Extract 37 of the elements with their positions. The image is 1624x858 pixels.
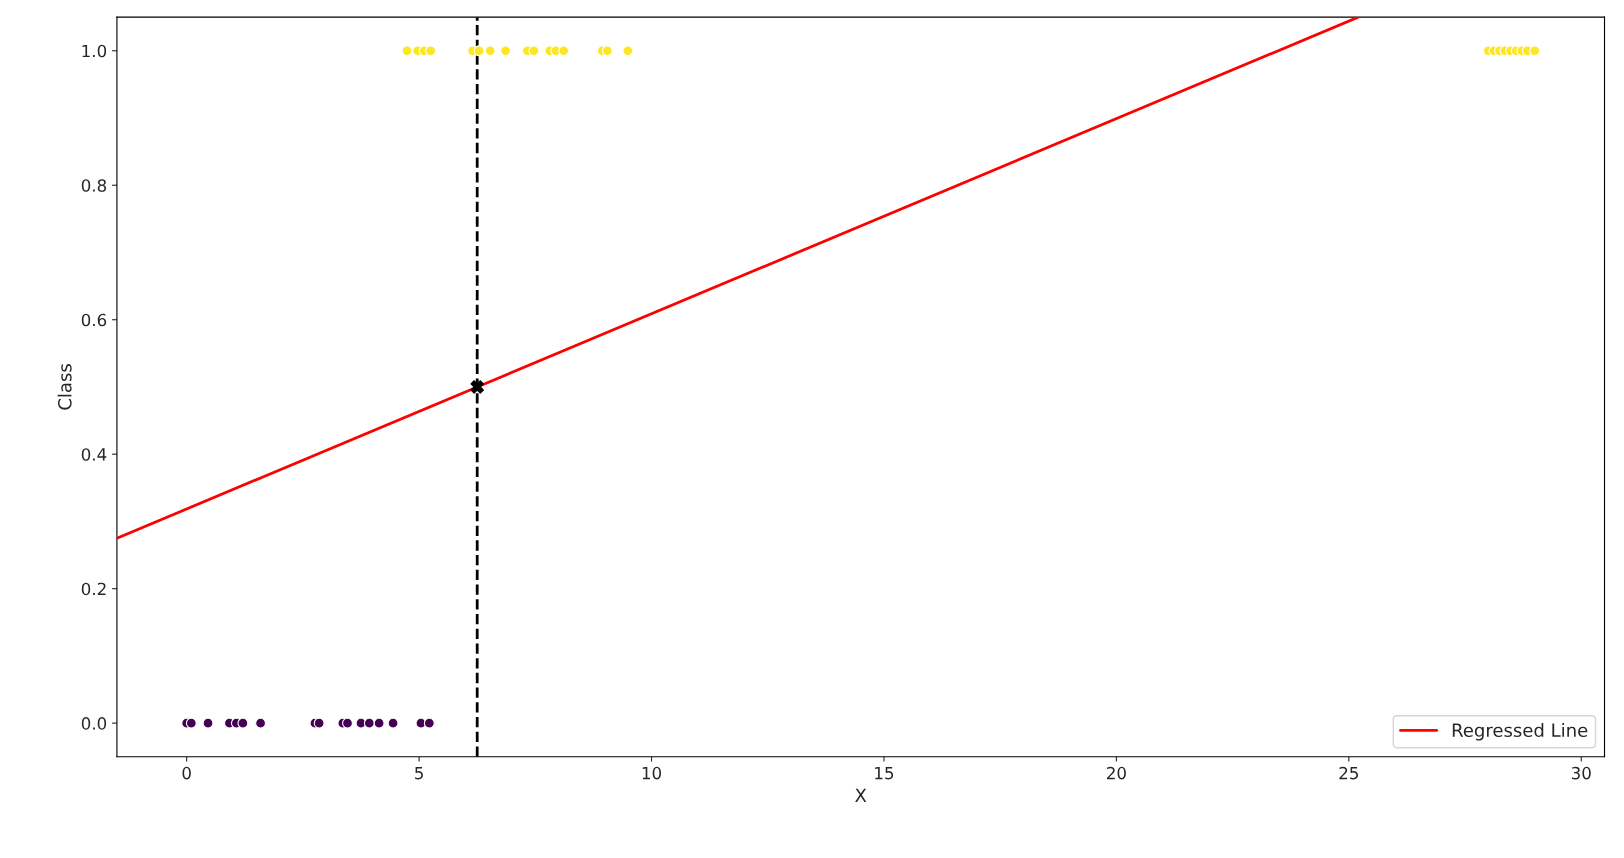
point (363, 717, 375, 729)
point (500, 45, 512, 57)
x-tick-label: 15 (875, 766, 894, 780)
point (473, 45, 485, 57)
point (601, 45, 613, 57)
point (373, 717, 385, 729)
point (1529, 45, 1541, 57)
point (484, 45, 496, 57)
point (622, 45, 634, 57)
x-axis-title: X (855, 788, 867, 802)
y-tick-label: 0.8 (81, 179, 107, 192)
point (202, 717, 214, 729)
y-axis-title: Class (57, 364, 72, 410)
x-tick-label: 25 (1339, 766, 1358, 780)
point (423, 717, 435, 729)
point (185, 717, 197, 729)
point (313, 717, 325, 729)
point (387, 717, 399, 729)
point (401, 45, 413, 57)
x-tick-label: 10 (642, 766, 662, 780)
y-tick-label: 0.0 (81, 717, 107, 730)
y-tick-label: 1.0 (82, 44, 107, 58)
x-tick-label: 30 (1571, 766, 1591, 780)
legend-label: Regressed Line (1452, 723, 1588, 741)
point (255, 717, 267, 729)
point (237, 717, 249, 729)
point (342, 717, 353, 729)
point (528, 45, 540, 57)
y-tick-label: 0.2 (81, 582, 106, 596)
x-tick-label: 0 (182, 766, 191, 780)
point (558, 45, 570, 57)
point (425, 45, 437, 57)
point (470, 380, 484, 394)
x-tick-label: 20 (1107, 766, 1126, 780)
y-tick-label: 0.4 (81, 448, 107, 461)
x-tick-label: 5 (415, 766, 423, 780)
y-tick-label: 0.6 (81, 313, 107, 327)
